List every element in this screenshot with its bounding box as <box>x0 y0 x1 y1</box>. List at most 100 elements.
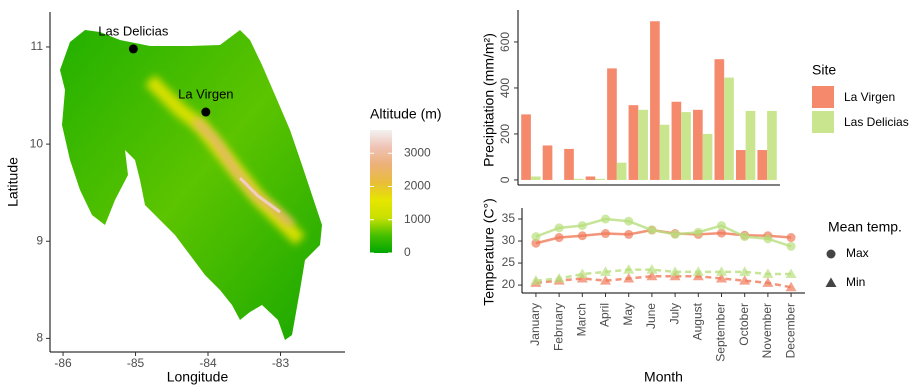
point <box>554 273 565 283</box>
bar <box>638 110 648 180</box>
bar <box>564 149 574 180</box>
line <box>536 219 791 246</box>
x-tick-label: -86 <box>54 356 72 370</box>
y-axis-title: Precipitation (mm/m²) <box>481 33 497 167</box>
colorbar <box>370 130 392 253</box>
bar <box>543 145 553 179</box>
site-point <box>201 108 210 117</box>
point <box>555 223 564 232</box>
bar <box>681 112 691 180</box>
y-tick-label: 9 <box>36 233 43 247</box>
point <box>555 233 564 242</box>
y-tick-label: 8 <box>36 331 43 345</box>
bar <box>660 125 670 180</box>
x-tick-label: -85 <box>127 356 145 370</box>
y-tick-label: 200 <box>498 124 512 144</box>
y-tick-label: 30 <box>502 233 516 247</box>
x-tick-label: May <box>621 303 635 326</box>
point <box>647 226 656 235</box>
y-tick-label: 25 <box>502 255 516 269</box>
site-point <box>129 44 138 53</box>
point <box>578 221 587 230</box>
point <box>787 242 796 251</box>
bar <box>607 68 617 180</box>
x-tick-label: October <box>737 303 751 346</box>
bar <box>703 134 713 180</box>
point <box>740 232 749 241</box>
point <box>763 234 772 243</box>
y-tick-label: 0 <box>498 176 512 183</box>
bar <box>757 150 767 180</box>
point <box>717 221 726 230</box>
legend-title: Site <box>812 62 836 78</box>
x-tick-label: November <box>760 303 774 358</box>
bar <box>724 78 734 180</box>
bar <box>767 111 777 180</box>
point <box>601 229 610 238</box>
colorbar-label: 3000 <box>404 145 431 159</box>
point <box>624 217 633 226</box>
point <box>762 277 773 287</box>
legend-key <box>812 86 834 108</box>
colorbar-label: 2000 <box>404 179 431 193</box>
x-tick-label: July <box>667 303 681 324</box>
y-axis-title: Latitude <box>5 157 21 207</box>
x-tick-label: April <box>598 303 612 327</box>
costa-rica-map <box>60 30 322 340</box>
colorbar-label: 1000 <box>404 212 431 226</box>
bar <box>574 179 584 180</box>
x-tick-label: September <box>714 303 728 362</box>
legend-label: Max <box>846 246 869 260</box>
point <box>601 215 610 224</box>
bar <box>595 179 605 180</box>
x-tick-label: December <box>783 303 797 358</box>
bar <box>693 110 703 180</box>
point <box>623 273 634 283</box>
y-tick-label: 35 <box>502 211 516 225</box>
bar <box>650 21 660 180</box>
x-tick-label: June <box>644 303 658 329</box>
figure: -86-85-84-83891011LongitudeLatitudeLas D… <box>0 0 917 385</box>
bar <box>617 163 627 180</box>
y-tick-label: 600 <box>498 32 512 52</box>
y-axis-title: Temperature (C°) <box>481 198 497 306</box>
legend-key <box>826 278 837 288</box>
point <box>624 230 633 239</box>
site-label: La Virgen <box>178 86 233 101</box>
x-tick-label: August <box>690 302 704 340</box>
point <box>787 233 796 242</box>
bar <box>531 176 541 179</box>
bar <box>715 59 725 180</box>
x-axis-title: Month <box>644 369 683 385</box>
line <box>536 276 791 287</box>
legend-key <box>827 250 836 259</box>
point <box>531 232 540 241</box>
bar <box>586 176 596 179</box>
legend-label: Las Delicias <box>844 115 909 129</box>
y-tick-label: 11 <box>31 39 44 53</box>
point <box>671 230 680 239</box>
point <box>693 266 704 276</box>
x-tick-label: February <box>551 303 565 351</box>
bar <box>736 150 746 180</box>
bar <box>672 102 682 180</box>
point <box>578 231 587 240</box>
y-tick-label: 10 <box>30 136 44 150</box>
site-label: Las Delicias <box>98 23 169 38</box>
x-tick-label: January <box>528 303 542 346</box>
point <box>623 264 634 274</box>
x-tick-label: March <box>574 303 588 336</box>
line <box>536 270 791 281</box>
legend-label: Min <box>846 275 865 289</box>
legend-key <box>812 111 834 133</box>
point <box>762 269 773 279</box>
bar <box>521 114 531 180</box>
point <box>694 228 703 237</box>
colorbar-label: 0 <box>404 245 411 259</box>
y-tick-label: 400 <box>498 78 512 98</box>
legend-label: La Virgen <box>844 90 895 104</box>
bar <box>629 105 639 180</box>
colorbar-title: Altitude (m) <box>370 106 442 122</box>
legend-title: Mean temp. <box>828 219 902 235</box>
land <box>60 30 322 340</box>
